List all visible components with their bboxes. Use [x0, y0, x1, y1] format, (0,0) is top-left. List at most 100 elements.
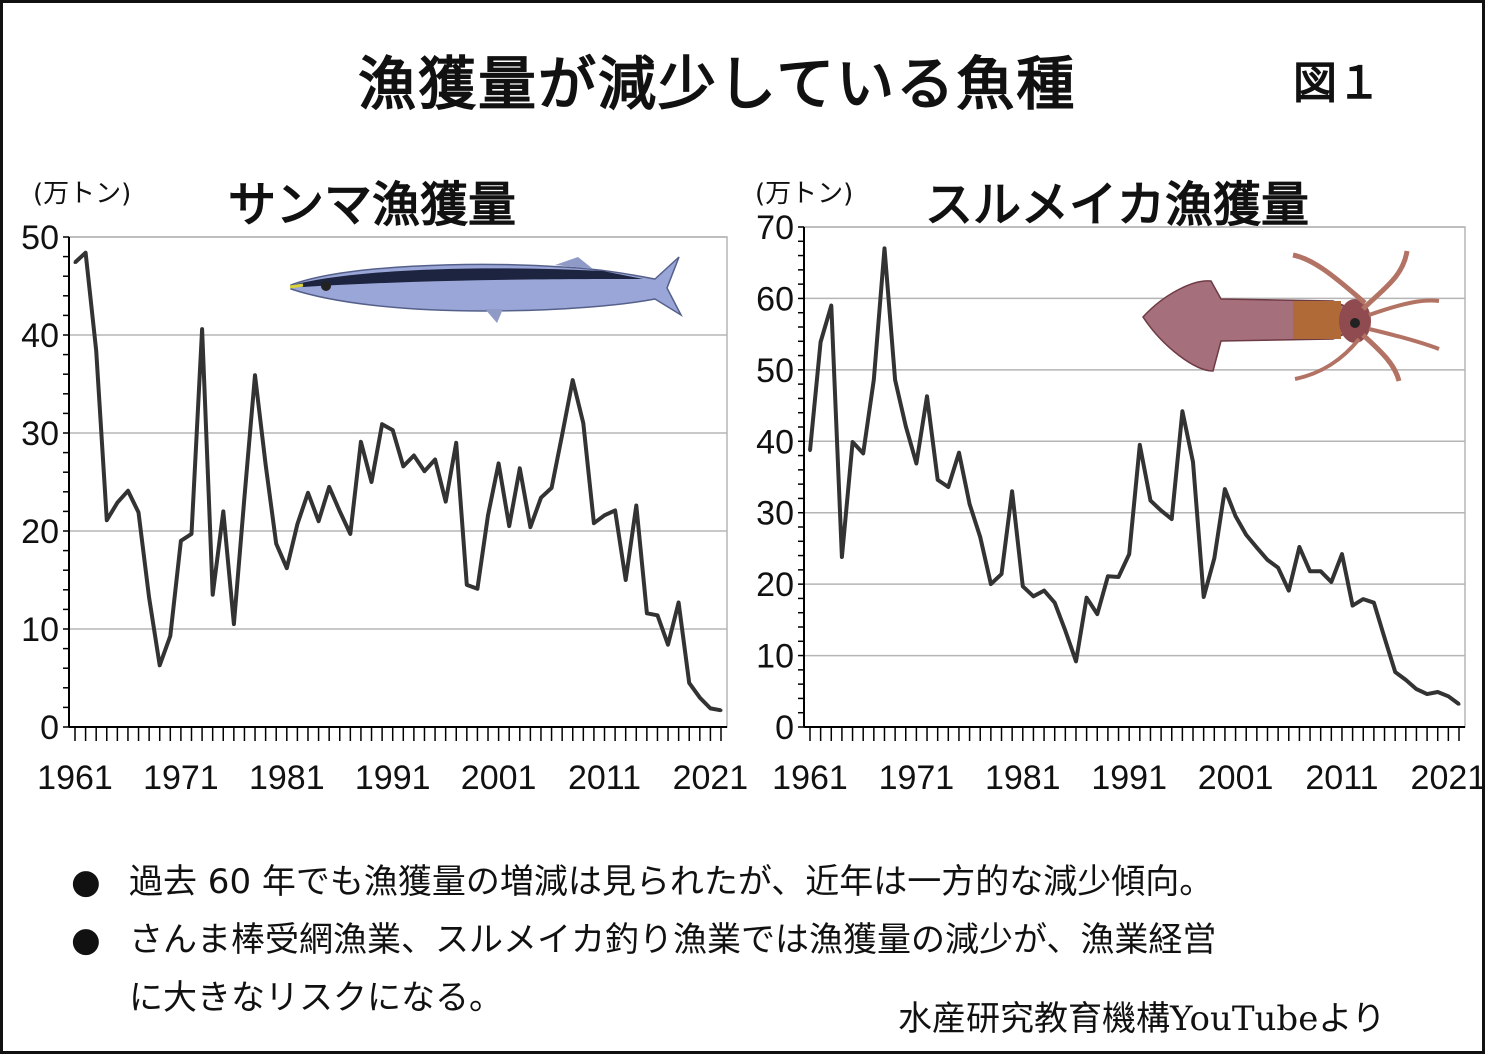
saury-data-point	[84, 251, 88, 255]
squid-data-point	[1212, 556, 1216, 560]
squid-data-point	[1010, 489, 1014, 493]
saury-data-point	[475, 587, 479, 591]
squid-x-tick-label: 2011	[1305, 759, 1378, 797]
saury-data-point	[338, 509, 342, 513]
saury-data-point	[507, 524, 511, 528]
saury-data-point	[359, 440, 363, 444]
squid-data-point	[1000, 572, 1004, 576]
squid-x-tick-label: 2001	[1198, 759, 1274, 797]
saury-data-point	[486, 513, 490, 517]
bullet-marker: ●	[71, 920, 101, 960]
squid-data-point	[989, 582, 993, 586]
squid-data-point	[1191, 460, 1195, 464]
saury-x-tick-label: 2001	[461, 759, 537, 797]
saury-chart-title: サンマ漁獲量	[228, 177, 517, 233]
squid-unit-label: (万トン)	[755, 179, 854, 209]
squid-data-point	[861, 451, 865, 455]
squid-data-point	[808, 449, 812, 453]
squid-data-point	[1308, 569, 1312, 573]
saury-data-point	[126, 489, 130, 493]
saury-data-point	[539, 496, 543, 500]
squid-data-point	[840, 555, 844, 559]
saury-y-tick-label: 40	[21, 317, 59, 355]
saury-data-point	[603, 513, 607, 517]
squid-data-point	[1457, 702, 1461, 706]
squid-data-point	[829, 304, 833, 308]
saury-data-point	[560, 433, 564, 437]
saury-data-point	[295, 522, 299, 526]
saury-data-point	[105, 518, 109, 522]
bullet-item: ● さんま棒受網漁業、スルメイカ釣り漁業では漁獲量の減少が、漁業経営	[71, 911, 1216, 969]
main-title: 漁獲量が減少している魚種	[358, 50, 1077, 118]
saury-plot-frame	[68, 236, 728, 728]
squid-data-point	[1414, 687, 1418, 691]
saury-data-point	[285, 566, 289, 570]
saury-data-point	[147, 596, 151, 600]
squid-data-point	[1021, 584, 1025, 588]
squid-y-tick-label: 40	[756, 423, 794, 461]
bullet-notes: ● 過去 60 年でも漁獲量の増減は見られたが、近年は一方的な減少傾向。 ● さ…	[71, 853, 1216, 1027]
squid-data-point	[1117, 575, 1121, 579]
saury-unit-label: (万トン)	[33, 179, 132, 209]
bullet-marker: ●	[71, 862, 101, 902]
bullet-item-continued: に大きなリスクになる。	[71, 969, 1216, 1027]
saury-x-tick-label: 1971	[143, 759, 219, 797]
squid-data-point	[1446, 694, 1450, 698]
squid-image	[1142, 250, 1440, 382]
squid-data-point	[1297, 545, 1301, 549]
saury-data-point	[306, 491, 310, 495]
saury-x-tick-label: 1961	[37, 759, 113, 797]
squid-data-point	[1138, 443, 1142, 447]
saury-data-point	[158, 663, 162, 667]
saury-y-tick-label: 50	[21, 219, 59, 257]
squid-data-point	[1276, 566, 1280, 570]
squid-data-point	[1127, 552, 1131, 556]
saury-data-point	[571, 378, 575, 382]
saury-data-point	[465, 583, 469, 587]
saury-y-tick-label: 10	[21, 611, 59, 649]
squid-data-point	[1202, 595, 1206, 599]
squid-series-line	[808, 246, 1461, 706]
squid-y-tick-label: 0	[775, 709, 794, 747]
squid-y-tick-label: 30	[756, 495, 794, 533]
squid-data-point	[1372, 601, 1376, 605]
squid-data-point	[1404, 678, 1408, 682]
saury-data-point	[634, 504, 638, 508]
squid-x-tick-label: 1981	[985, 759, 1061, 797]
saury-data-point	[645, 611, 649, 615]
squid-data-point	[1319, 569, 1323, 573]
squid-data-point	[1287, 589, 1291, 593]
saury-data-point	[687, 681, 691, 685]
squid-data-point	[978, 535, 982, 539]
saury-fish-image	[289, 256, 683, 323]
squid-x-tick-label: 1991	[1091, 759, 1167, 797]
squid-data-point	[1361, 597, 1365, 601]
saury-data-point	[168, 634, 172, 638]
squid-data-point	[1170, 517, 1174, 521]
saury-data-point	[613, 508, 617, 512]
squid-chart: 0 10 20 30 40 50 60 70 1961 1971 1981 1991 2001 2011 2…	[756, 209, 1482, 797]
squid-data-point	[1063, 629, 1067, 633]
squid-data-point	[1436, 690, 1440, 694]
saury-data-point	[624, 578, 628, 582]
squid-data-point	[1425, 692, 1429, 696]
squid-y-tick-label: 70	[756, 209, 794, 247]
squid-y-tick-label: 10	[756, 638, 794, 676]
saury-data-point	[422, 469, 426, 473]
saury-data-point	[433, 457, 437, 461]
saury-chart: 0 10 20 30 40 50 1961 1971 1981 1991 2001 2011 2021	[21, 219, 748, 797]
saury-data-point	[581, 421, 585, 425]
saury-series-line	[73, 250, 722, 713]
saury-x-tick-label: 1991	[355, 759, 431, 797]
squid-y-tick-label: 50	[756, 352, 794, 390]
squid-data-point	[1265, 558, 1269, 562]
saury-data-point	[274, 542, 278, 546]
saury-data-point	[264, 462, 268, 466]
saury-data-point	[327, 485, 331, 489]
saury-data-point	[444, 500, 448, 504]
bullet-text: さんま棒受網漁業、スルメイカ釣り漁業では漁獲量の減少が、漁業経営	[129, 920, 1217, 960]
squid-data-point	[1042, 589, 1046, 593]
saury-data-point	[666, 643, 670, 647]
squid-chart-title: スルメイカ漁獲量	[925, 177, 1310, 233]
